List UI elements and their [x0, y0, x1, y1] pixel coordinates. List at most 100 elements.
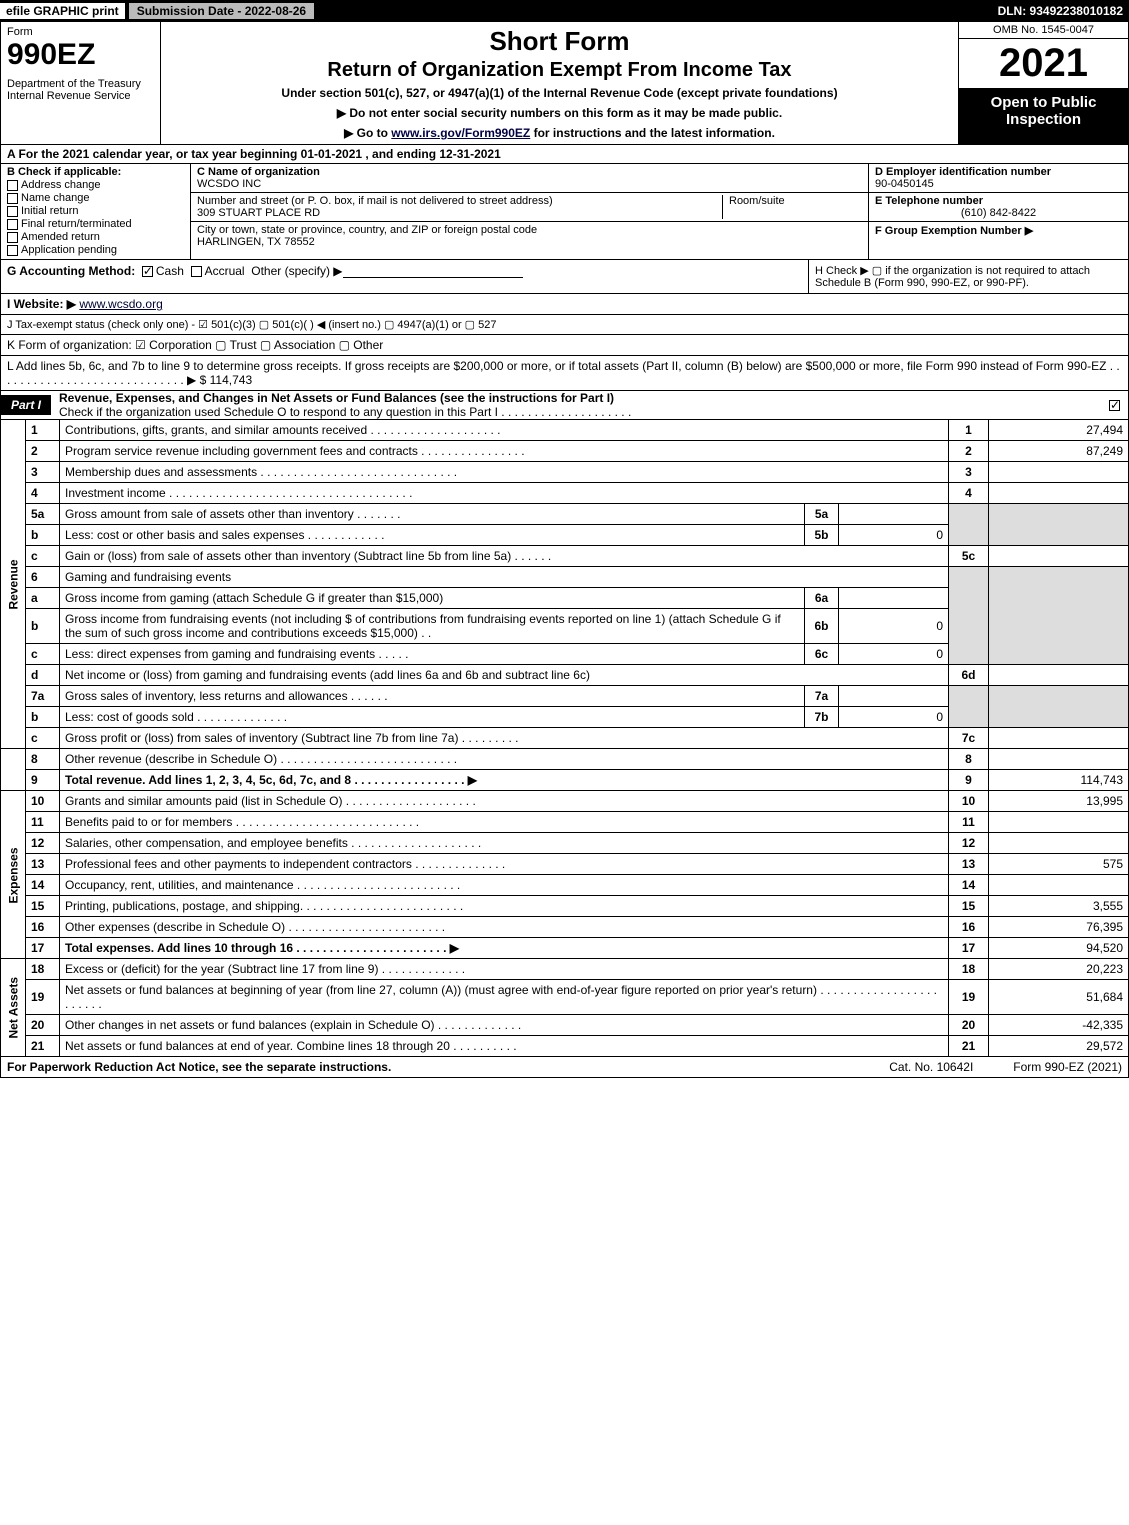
- chk-name-change[interactable]: Name change: [7, 192, 184, 204]
- chk-initial-return[interactable]: Initial return: [7, 205, 184, 217]
- l-value: 114,743: [210, 373, 253, 387]
- form-header: Form 990EZ Department of the Treasury In…: [0, 22, 1129, 145]
- chk-amended-return[interactable]: Amended return: [7, 231, 184, 243]
- part1-tag: Part I: [1, 395, 51, 415]
- g-label: G Accounting Method:: [7, 264, 135, 278]
- footer: For Paperwork Reduction Act Notice, see …: [0, 1057, 1129, 1078]
- l7a-inn: 7a: [805, 686, 839, 707]
- l6d-box: 6d: [949, 665, 989, 686]
- l5c-desc: Gain or (loss) from sale of assets other…: [60, 546, 949, 567]
- l5c-box: 5c: [949, 546, 989, 567]
- e-phone: E Telephone number (610) 842-8422: [869, 193, 1128, 222]
- efile-print-button[interactable]: efile GRAPHIC print: [0, 3, 125, 19]
- l16-box: 16: [949, 917, 989, 938]
- lbl-accrual: Accrual: [205, 264, 245, 278]
- l5a-num: 5a: [26, 504, 60, 525]
- l5ab-shade-v: [989, 504, 1129, 546]
- l21-desc: Net assets or fund balances at end of ye…: [60, 1036, 949, 1057]
- l5b-inn: 5b: [805, 525, 839, 546]
- revenue-label: Revenue: [1, 420, 26, 749]
- l7ab-shade-v: [989, 686, 1129, 728]
- l-text: L Add lines 5b, 6c, and 7b to line 9 to …: [7, 359, 1120, 387]
- website-link[interactable]: www.wcsdo.org: [79, 297, 162, 311]
- expenses-label: Expenses: [1, 791, 26, 959]
- l17-val: 94,520: [989, 938, 1129, 959]
- c-address: Number and street (or P. O. box, if mail…: [191, 193, 868, 222]
- l9-desc: Total revenue. Add lines 1, 2, 3, 4, 5c,…: [60, 770, 949, 791]
- l9-box: 9: [949, 770, 989, 791]
- revenue-label-cont: [1, 749, 26, 791]
- l3-num: 3: [26, 462, 60, 483]
- l4-box: 4: [949, 483, 989, 504]
- part1-check[interactable]: [1104, 398, 1128, 412]
- l7b-iv: 0: [839, 707, 949, 728]
- l6b-num: b: [26, 609, 60, 644]
- form-number: 990EZ: [7, 38, 154, 72]
- l16-num: 16: [26, 917, 60, 938]
- l6d-desc: Net income or (loss) from gaming and fun…: [60, 665, 949, 686]
- l7c-val: [989, 728, 1129, 749]
- footer-left: For Paperwork Reduction Act Notice, see …: [7, 1060, 391, 1074]
- header-right: OMB No. 1545-0047 2021 Open to Public In…: [958, 22, 1128, 144]
- org-city: HARLINGEN, TX 78552: [197, 236, 315, 248]
- l6a-inn: 6a: [805, 588, 839, 609]
- l12-desc: Salaries, other compensation, and employ…: [60, 833, 949, 854]
- l5a-inn: 5a: [805, 504, 839, 525]
- l7a-num: 7a: [26, 686, 60, 707]
- l8-desc: Other revenue (describe in Schedule O) .…: [60, 749, 949, 770]
- l18-val: 20,223: [989, 959, 1129, 980]
- l6b-desc: Gross income from fundraising events (no…: [60, 609, 805, 644]
- other-input[interactable]: [343, 264, 523, 278]
- part1-title: Revenue, Expenses, and Changes in Net As…: [51, 391, 1104, 419]
- c-addr-label: Number and street (or P. O. box, if mail…: [197, 195, 553, 207]
- l10-val: 13,995: [989, 791, 1129, 812]
- ein-value: 90-0450145: [875, 178, 934, 190]
- chk-final-return[interactable]: Final return/terminated: [7, 218, 184, 230]
- l6b-iv: 0: [839, 609, 949, 644]
- l1-desc: Contributions, gifts, grants, and simila…: [60, 420, 949, 441]
- l6-shade: [949, 567, 989, 665]
- room-suite: Room/suite: [722, 195, 862, 219]
- chk-application-pending[interactable]: Application pending: [7, 244, 184, 256]
- l3-box: 3: [949, 462, 989, 483]
- l20-num: 20: [26, 1015, 60, 1036]
- l7c-box: 7c: [949, 728, 989, 749]
- block-bcdef: B Check if applicable: Address change Na…: [0, 164, 1129, 260]
- row-gh: G Accounting Method: Cash Accrual Other …: [0, 260, 1129, 294]
- l11-num: 11: [26, 812, 60, 833]
- l19-box: 19: [949, 980, 989, 1015]
- irs-link[interactable]: www.irs.gov/Form990EZ: [391, 126, 530, 140]
- l2-num: 2: [26, 441, 60, 462]
- l18-num: 18: [26, 959, 60, 980]
- subtitle: Under section 501(c), 527, or 4947(a)(1)…: [169, 86, 950, 100]
- chk-cash[interactable]: [142, 266, 153, 277]
- org-name: WCSDO INC: [197, 178, 261, 190]
- l14-desc: Occupancy, rent, utilities, and maintena…: [60, 875, 949, 896]
- d-ein: D Employer identification number 90-0450…: [869, 164, 1128, 193]
- l3-val: [989, 462, 1129, 483]
- l13-num: 13: [26, 854, 60, 875]
- l7c-num: c: [26, 728, 60, 749]
- chk-accrual[interactable]: [191, 266, 202, 277]
- l5c-num: c: [26, 546, 60, 567]
- l15-box: 15: [949, 896, 989, 917]
- l1-val: 27,494: [989, 420, 1129, 441]
- phone-value: (610) 842-8422: [875, 207, 1122, 219]
- row-j: J Tax-exempt status (check only one) - ☑…: [0, 315, 1129, 335]
- row-k: K Form of organization: ☑ Corporation ▢ …: [0, 335, 1129, 356]
- l13-box: 13: [949, 854, 989, 875]
- l19-num: 19: [26, 980, 60, 1015]
- l7b-inn: 7b: [805, 707, 839, 728]
- c-name: C Name of organization WCSDO INC: [191, 164, 868, 193]
- l12-num: 12: [26, 833, 60, 854]
- instruction-2a: ▶ Go to: [344, 126, 391, 140]
- l7a-desc: Gross sales of inventory, less returns a…: [60, 686, 805, 707]
- g-accounting: G Accounting Method: Cash Accrual Other …: [1, 260, 808, 293]
- l16-val: 76,395: [989, 917, 1129, 938]
- chk-address-change[interactable]: Address change: [7, 179, 184, 191]
- l21-val: 29,572: [989, 1036, 1129, 1057]
- revenue-table: Revenue 1 Contributions, gifts, grants, …: [0, 420, 1129, 791]
- l5b-num: b: [26, 525, 60, 546]
- instruction-1: ▶ Do not enter social security numbers o…: [169, 106, 950, 120]
- l14-box: 14: [949, 875, 989, 896]
